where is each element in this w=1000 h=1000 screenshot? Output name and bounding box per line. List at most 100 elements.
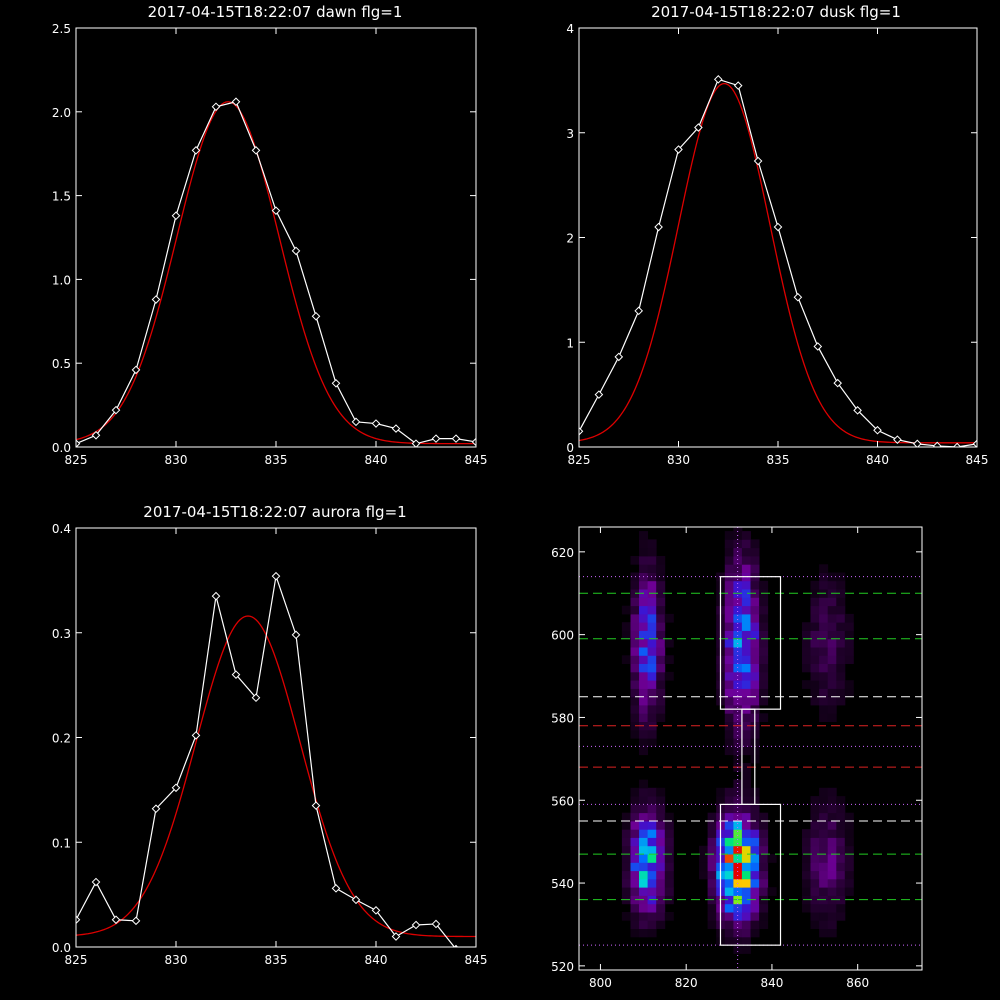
heatmap-cell <box>759 655 769 664</box>
heatmap-cell <box>741 671 751 681</box>
heatmap-cell <box>656 812 666 822</box>
heatmap-cell <box>630 821 640 830</box>
heatmap-cell <box>647 912 657 921</box>
heatmap-cell <box>741 613 751 623</box>
heatmap-cell <box>741 713 751 722</box>
heatmap-cell <box>656 854 666 863</box>
heatmap-cell <box>647 547 657 557</box>
heatmap-cell <box>827 812 837 822</box>
heatmap-cell <box>647 539 657 549</box>
heatmap-cell <box>621 837 631 847</box>
data-point-diamond <box>291 246 301 256</box>
heatmap-cell <box>724 671 734 681</box>
data-point-diamond <box>411 920 421 930</box>
heatmap-cell <box>827 878 837 888</box>
heatmap-cell <box>630 903 640 913</box>
heatmap-cell <box>741 936 751 946</box>
data-point-diamond <box>271 571 281 581</box>
heatmap-cell <box>639 870 648 880</box>
heatmap-cell <box>741 895 751 905</box>
heatmap-cell <box>802 663 811 673</box>
heatmap-cell <box>647 580 657 590</box>
heatmap-cell <box>819 878 829 888</box>
heatmap-cell <box>819 564 829 573</box>
heatmap-cell <box>827 829 837 838</box>
y-tick-label: 1.0 <box>52 273 71 287</box>
heatmap-cell <box>750 821 760 830</box>
heatmap-cell <box>724 912 734 921</box>
heatmap-cell <box>647 821 657 830</box>
heatmap-cell <box>750 837 760 847</box>
heatmap-cell <box>639 547 648 557</box>
heatmap-cell <box>759 862 769 872</box>
heatmap-cell <box>647 663 657 673</box>
data-point-diamond <box>451 434 461 443</box>
heatmap-cell <box>802 622 811 631</box>
heatmap-cell <box>741 531 751 540</box>
data-point-diamond <box>594 390 604 399</box>
heatmap-cell <box>819 837 829 847</box>
heatmap-cell <box>621 887 631 896</box>
heatmap-cell <box>827 854 837 863</box>
heatmap-cell <box>810 812 820 822</box>
heatmap-cell <box>741 729 751 739</box>
heatmap-cell <box>724 531 734 540</box>
y-tick-label: 3 <box>566 127 574 141</box>
data-point-diamond <box>111 405 121 415</box>
heatmap-cell <box>741 829 751 838</box>
heatmap-cell <box>802 638 811 648</box>
heatmap-cell <box>836 862 846 872</box>
heatmap-cell <box>716 796 726 805</box>
heatmap-cell <box>664 812 674 822</box>
heatmap-cell <box>724 688 734 698</box>
heatmap-cell <box>836 647 846 656</box>
heatmap-cell <box>647 845 657 855</box>
heatmap-cell <box>802 845 811 855</box>
heatmap-cell <box>639 779 648 789</box>
y-tick-label: 560 <box>551 794 574 808</box>
heatmap-cell <box>724 696 734 706</box>
data-point-diamond <box>431 919 441 929</box>
heatmap-cell <box>836 796 846 805</box>
heatmap-cell <box>819 688 829 698</box>
heatmap-cell <box>827 622 837 631</box>
heatmap-cell <box>844 812 854 822</box>
heatmap-cell <box>656 688 666 698</box>
data-point-diamond <box>912 439 922 447</box>
heatmap-cell <box>733 613 743 623</box>
y-tick-label: 0.5 <box>52 357 71 371</box>
plot-frame <box>578 526 923 971</box>
heatmap-cell <box>741 680 751 689</box>
heatmap-cell <box>750 539 760 549</box>
heatmap-cell <box>664 870 674 880</box>
heatmap-cell <box>741 564 751 573</box>
heatmap-cell <box>724 903 734 913</box>
heatmap-cell <box>819 680 829 689</box>
heatmap-cell <box>724 837 734 847</box>
heatmap-cell <box>819 912 829 921</box>
heatmap-cell <box>630 605 640 615</box>
data-point-diamond <box>431 434 441 443</box>
heatmap-cell <box>741 738 751 747</box>
heatmap-cell <box>699 862 708 872</box>
data-point-diamond <box>694 123 703 132</box>
heatmap-cell <box>724 605 734 615</box>
heatmap-cell <box>759 630 769 640</box>
heatmap-cell <box>647 829 657 838</box>
heatmap-cell <box>733 547 743 557</box>
heatmap-cell <box>647 837 657 847</box>
heatmap-cell <box>647 680 657 689</box>
heatmap-cell <box>741 771 751 780</box>
heatmap-cell <box>664 862 674 872</box>
heatmap-cell <box>716 787 726 797</box>
heatmap-cell <box>733 796 743 805</box>
heatmap-cell <box>750 903 760 913</box>
heatmap-cell <box>827 638 837 648</box>
heatmap-cell <box>656 680 666 689</box>
heatmap-cells <box>579 527 922 970</box>
heatmap-cell <box>621 862 631 872</box>
heatmap-cell <box>810 597 820 607</box>
heatmap-cell <box>707 862 717 872</box>
heatmap-cell <box>836 613 846 623</box>
heatmap-cell <box>759 812 769 822</box>
